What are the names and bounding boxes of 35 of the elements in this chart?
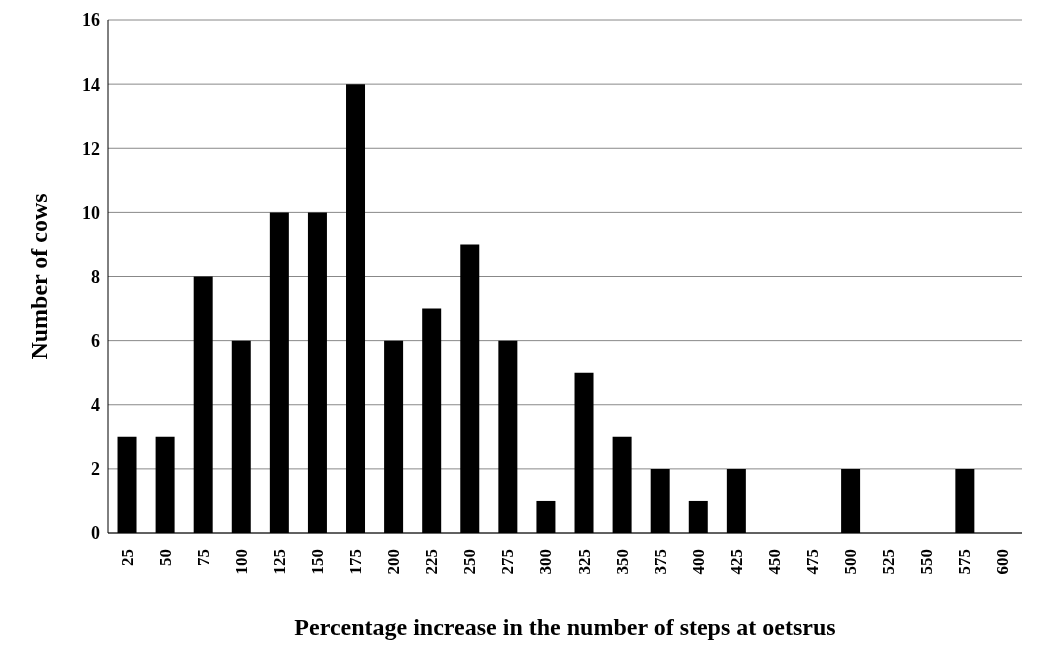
y-tick-label: 12 — [82, 138, 100, 159]
x-tick-label: 325 — [574, 549, 594, 575]
y-tick-label: 8 — [91, 266, 100, 287]
x-tick-label: 375 — [650, 549, 670, 575]
x-tick-label: 575 — [955, 549, 975, 575]
x-tick-label: 450 — [764, 549, 784, 575]
x-tick-label: 350 — [612, 549, 632, 575]
x-tick-label: 475 — [803, 549, 823, 575]
y-tick-label: 14 — [82, 74, 100, 95]
x-tick-label: 425 — [726, 549, 746, 575]
y-tick-label: 4 — [91, 395, 100, 416]
y-tick-label: 16 — [82, 10, 100, 31]
x-tick-label: 125 — [269, 549, 289, 575]
x-tick-label: 175 — [346, 549, 366, 575]
y-tick-label: 2 — [91, 459, 100, 480]
y-axis-title: Number of cows — [25, 193, 52, 360]
y-tick-label: 0 — [91, 523, 100, 544]
y-tick-label: 6 — [91, 331, 100, 352]
x-tick-label: 500 — [841, 549, 861, 575]
x-tick-label: 100 — [231, 549, 251, 575]
x-tick-label: 75 — [193, 549, 213, 566]
x-tick-label: 525 — [879, 549, 899, 575]
x-tick-label: 225 — [422, 549, 442, 575]
x-tick-label: 250 — [460, 549, 480, 575]
x-tick-label: 550 — [917, 549, 937, 575]
x-tick-label: 150 — [307, 549, 327, 575]
x-tick-label: 400 — [688, 549, 708, 575]
x-tick-label: 600 — [993, 549, 1013, 575]
y-tick-label: 10 — [82, 202, 100, 223]
x-tick-label: 50 — [155, 549, 175, 566]
x-tick-label: 200 — [384, 549, 404, 575]
x-tick-label: 300 — [536, 549, 556, 575]
x-tick-label: 25 — [117, 549, 137, 566]
x-tick-label: 275 — [498, 549, 518, 575]
x-axis-title: Percentage increase in the number of steps at oetsrus — [294, 614, 836, 640]
